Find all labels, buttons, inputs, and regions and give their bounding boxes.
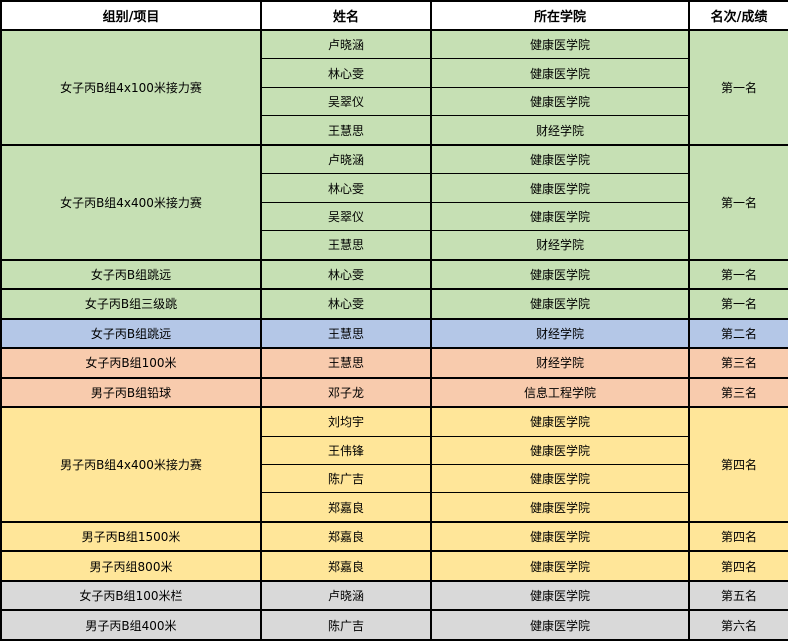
name-cell[interactable]: 王慧思	[260, 230, 432, 261]
name-cell[interactable]: 邓子龙	[260, 376, 432, 408]
event-cell[interactable]: 女子丙B组100米	[0, 347, 262, 379]
college-cell[interactable]: 财经学院	[430, 230, 690, 261]
college-cell[interactable]: 健康医学院	[430, 463, 690, 494]
name-cell[interactable]: 林心雯	[260, 173, 432, 203]
college-cell[interactable]: 信息工程学院	[430, 376, 690, 408]
header-cell-event[interactable]: 组别/项目	[0, 0, 262, 31]
college-cell[interactable]: 健康医学院	[430, 201, 690, 232]
name-cell[interactable]: 林心雯	[260, 58, 432, 88]
results-table-body: 女子丙B组4x100米接力赛 卢晓涵 健康医学院 第一名 林心雯 健康医学院 吴翠仪 健康医学…	[0, 29, 788, 641]
college-cell[interactable]: 健康医学院	[430, 579, 690, 611]
table-header-row: 组别/项目 姓名 所在学院 名次/成绩	[0, 0, 788, 31]
event-cell[interactable]: 女子丙B组4x100米接力赛	[0, 29, 262, 146]
table-row: 女子丙B组跳远 王慧思 财经学院 第二名	[0, 317, 788, 349]
college-cell[interactable]: 健康医学院	[430, 550, 690, 582]
name-cell[interactable]: 陈广吉	[260, 463, 432, 494]
table-row: 女子丙B组4x100米接力赛 卢晓涵 健康医学院 第一名	[0, 29, 788, 146]
event-cell[interactable]: 男子丙B组4x400米接力赛	[0, 406, 262, 523]
college-cell[interactable]: 健康医学院	[430, 143, 690, 175]
table-row: 男子丙B组4x400米接力赛 刘均宇 健康医学院 第四名	[0, 406, 788, 523]
table-row: 男子丙B组1500米 郑嘉良 健康医学院 第四名	[0, 520, 788, 552]
rank-cell[interactable]: 第四名	[688, 406, 788, 523]
name-cell[interactable]: 吴翠仪	[260, 86, 432, 117]
name-cell[interactable]: 郑嘉良	[260, 520, 432, 552]
header-cell-college[interactable]: 所在学院	[430, 0, 690, 31]
rank-cell[interactable]: 第六名	[688, 609, 788, 641]
name-cell[interactable]: 刘均宇	[260, 406, 432, 437]
table-row: 女子丙B组100米 王慧思 财经学院 第三名	[0, 347, 788, 379]
rank-cell[interactable]: 第一名	[688, 143, 788, 261]
table-row: 林心雯 健康医学院	[1, 58, 788, 88]
name-cell[interactable]: 王慧思	[260, 115, 432, 146]
table-row: 男子丙B组铅球 邓子龙 信息工程学院 第三名	[0, 376, 788, 408]
table-row: 女子丙B组4x400米接力赛 卢晓涵 健康医学院 第一名	[0, 143, 788, 261]
rank-cell[interactable]: 第三名	[688, 376, 788, 408]
name-cell[interactable]: 陈广吉	[260, 609, 432, 641]
college-cell[interactable]: 健康医学院	[430, 435, 690, 465]
college-cell[interactable]: 财经学院	[430, 115, 690, 146]
event-cell[interactable]: 女子丙B组4x400米接力赛	[0, 143, 262, 261]
college-cell[interactable]: 财经学院	[430, 317, 690, 349]
event-cell[interactable]: 女子丙B组跳远	[0, 258, 262, 290]
college-cell[interactable]: 健康医学院	[430, 406, 690, 437]
table-row: 女子丙B组跳远 林心雯 健康医学院 第一名	[0, 258, 788, 290]
table-row: 男子丙组800米 郑嘉良 健康医学院 第四名	[0, 550, 788, 582]
name-cell[interactable]: 王伟锋	[260, 435, 432, 465]
rank-cell[interactable]: 第一名	[688, 29, 788, 146]
table-row: 女子丙B组100米栏 卢晓涵 健康医学院 第五名	[0, 579, 788, 611]
event-cell[interactable]: 男子丙B组1500米	[0, 520, 262, 552]
rank-cell[interactable]: 第一名	[688, 258, 788, 290]
name-cell[interactable]: 王慧思	[260, 317, 432, 349]
event-cell[interactable]: 男子丙B组400米	[0, 609, 262, 641]
college-cell[interactable]: 健康医学院	[430, 609, 690, 641]
rank-cell[interactable]: 第五名	[688, 579, 788, 611]
college-cell[interactable]: 健康医学院	[430, 288, 690, 320]
event-cell[interactable]: 女子丙B组100米栏	[0, 579, 262, 611]
rank-cell[interactable]: 第三名	[688, 347, 788, 379]
event-cell[interactable]: 男子丙组800米	[0, 550, 262, 582]
college-cell[interactable]: 健康医学院	[430, 58, 690, 88]
rank-cell[interactable]: 第四名	[688, 520, 788, 552]
name-cell[interactable]: 卢晓涵	[260, 29, 432, 60]
event-cell[interactable]: 女子丙B组三级跳	[0, 288, 262, 320]
college-cell[interactable]: 健康医学院	[430, 492, 690, 523]
name-cell[interactable]: 郑嘉良	[260, 492, 432, 523]
college-cell[interactable]: 健康医学院	[430, 29, 690, 60]
name-cell[interactable]: 郑嘉良	[260, 550, 432, 582]
rank-cell[interactable]: 第二名	[688, 317, 788, 349]
name-cell[interactable]: 卢晓涵	[260, 579, 432, 611]
rank-cell[interactable]: 第一名	[688, 288, 788, 320]
college-cell[interactable]: 健康医学院	[430, 520, 690, 552]
header-cell-name[interactable]: 姓名	[260, 0, 432, 31]
college-cell[interactable]: 健康医学院	[430, 86, 690, 117]
college-cell[interactable]: 财经学院	[430, 347, 690, 379]
name-cell[interactable]: 林心雯	[260, 288, 432, 320]
rank-cell[interactable]: 第四名	[688, 550, 788, 582]
table-row: 男子丙B组400米 陈广吉 健康医学院 第六名	[0, 609, 788, 641]
event-cell[interactable]: 男子丙B组铅球	[0, 376, 262, 408]
header-cell-rank[interactable]: 名次/成绩	[688, 0, 788, 31]
table-row: 女子丙B组三级跳 林心雯 健康医学院 第一名	[0, 288, 788, 320]
college-cell[interactable]: 健康医学院	[430, 258, 690, 290]
name-cell[interactable]: 林心雯	[260, 258, 432, 290]
name-cell[interactable]: 吴翠仪	[260, 201, 432, 232]
college-cell[interactable]: 健康医学院	[430, 173, 690, 203]
name-cell[interactable]: 王慧思	[260, 347, 432, 379]
name-cell[interactable]: 卢晓涵	[260, 143, 432, 175]
event-cell[interactable]: 女子丙B组跳远	[0, 317, 262, 349]
